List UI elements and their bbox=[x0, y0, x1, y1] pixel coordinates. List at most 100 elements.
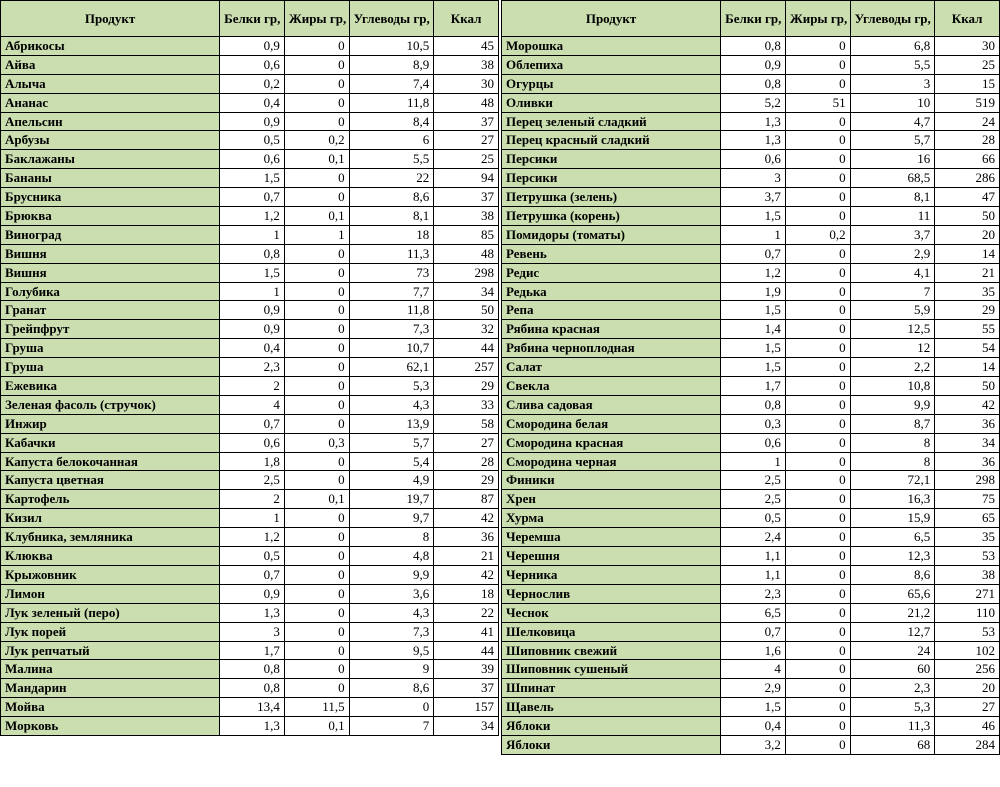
cell-protein: 1,3 bbox=[220, 717, 285, 736]
cell-fat: 0,1 bbox=[284, 150, 349, 169]
cell-kcal: 18 bbox=[434, 584, 499, 603]
cell-product: Капуста цветная bbox=[1, 471, 220, 490]
cell-carbs: 4,1 bbox=[850, 263, 935, 282]
table-row: Огурцы0,80315 bbox=[502, 74, 1000, 93]
cell-product: Малина bbox=[1, 660, 220, 679]
cell-carbs: 5,9 bbox=[850, 301, 935, 320]
cell-kcal: 27 bbox=[935, 698, 1000, 717]
cell-carbs: 8,4 bbox=[349, 112, 434, 131]
cell-kcal: 36 bbox=[935, 414, 1000, 433]
cell-fat: 0 bbox=[284, 339, 349, 358]
cell-carbs: 8,7 bbox=[850, 414, 935, 433]
cell-product: Виноград bbox=[1, 225, 220, 244]
cell-protein: 0,2 bbox=[220, 74, 285, 93]
cell-fat: 0,2 bbox=[284, 131, 349, 150]
cell-fat: 0 bbox=[284, 55, 349, 74]
cell-kcal: 44 bbox=[434, 339, 499, 358]
cell-fat: 0 bbox=[785, 244, 850, 263]
cell-fat: 0 bbox=[284, 547, 349, 566]
cell-protein: 0,5 bbox=[220, 131, 285, 150]
cell-carbs: 6,5 bbox=[850, 528, 935, 547]
table-row: Петрушка (корень)1,501150 bbox=[502, 207, 1000, 226]
cell-kcal: 102 bbox=[935, 641, 1000, 660]
cell-carbs: 21,2 bbox=[850, 603, 935, 622]
cell-carbs: 60 bbox=[850, 660, 935, 679]
cell-protein: 1,1 bbox=[721, 547, 786, 566]
cell-carbs: 11,3 bbox=[349, 244, 434, 263]
cell-kcal: 298 bbox=[935, 471, 1000, 490]
cell-kcal: 36 bbox=[935, 452, 1000, 471]
cell-fat: 0 bbox=[785, 207, 850, 226]
cell-kcal: 94 bbox=[434, 169, 499, 188]
cell-carbs: 11,8 bbox=[349, 93, 434, 112]
cell-fat: 0 bbox=[785, 169, 850, 188]
cell-carbs: 5,3 bbox=[850, 698, 935, 717]
cell-protein: 0,8 bbox=[220, 660, 285, 679]
left-table-head: Продукт Белки гр, Жиры гр, Углеводы гр, … bbox=[1, 1, 499, 37]
cell-carbs: 11,8 bbox=[349, 301, 434, 320]
cell-carbs: 0 bbox=[349, 698, 434, 717]
cell-product: Арбузы bbox=[1, 131, 220, 150]
cell-fat: 0,1 bbox=[284, 207, 349, 226]
cell-fat: 0 bbox=[785, 452, 850, 471]
cell-carbs: 12,5 bbox=[850, 320, 935, 339]
table-row: Лук репчатый1,709,544 bbox=[1, 641, 499, 660]
cell-kcal: 25 bbox=[434, 150, 499, 169]
table-row: Груша0,4010,744 bbox=[1, 339, 499, 358]
cell-carbs: 7,3 bbox=[349, 320, 434, 339]
table-row: Капуста цветная2,504,929 bbox=[1, 471, 499, 490]
cell-carbs: 68 bbox=[850, 735, 935, 754]
cell-fat: 0 bbox=[785, 320, 850, 339]
table-row: Персики3068,5286 bbox=[502, 169, 1000, 188]
cell-product: Черника bbox=[502, 565, 721, 584]
cell-kcal: 256 bbox=[935, 660, 1000, 679]
cell-kcal: 28 bbox=[935, 131, 1000, 150]
table-row: Ежевика205,329 bbox=[1, 377, 499, 396]
cell-kcal: 39 bbox=[434, 660, 499, 679]
cell-fat: 0 bbox=[284, 679, 349, 698]
cell-fat: 0 bbox=[785, 509, 850, 528]
cell-fat: 0 bbox=[284, 188, 349, 207]
table-row: Крыжовник0,709,942 bbox=[1, 565, 499, 584]
cell-protein: 0,8 bbox=[721, 74, 786, 93]
cell-carbs: 3,7 bbox=[850, 225, 935, 244]
cell-carbs: 16,3 bbox=[850, 490, 935, 509]
cell-protein: 1,4 bbox=[721, 320, 786, 339]
table-row: Брусника0,708,637 bbox=[1, 188, 499, 207]
cell-product: Бананы bbox=[1, 169, 220, 188]
cell-fat: 0 bbox=[284, 74, 349, 93]
table-row: Салат1,502,214 bbox=[502, 358, 1000, 377]
cell-fat: 0 bbox=[284, 358, 349, 377]
cell-carbs: 2,2 bbox=[850, 358, 935, 377]
table-row: Петрушка (зелень)3,708,147 bbox=[502, 188, 1000, 207]
table-row: Ревень0,702,914 bbox=[502, 244, 1000, 263]
cell-carbs: 68,5 bbox=[850, 169, 935, 188]
cell-kcal: 32 bbox=[434, 320, 499, 339]
table-row: Чеснок6,5021,2110 bbox=[502, 603, 1000, 622]
table-row: Мандарин0,808,637 bbox=[1, 679, 499, 698]
cell-fat: 0 bbox=[284, 282, 349, 301]
cell-protein: 1,6 bbox=[721, 641, 786, 660]
cell-protein: 0,9 bbox=[721, 55, 786, 74]
cell-fat: 0 bbox=[785, 112, 850, 131]
cell-product: Огурцы bbox=[502, 74, 721, 93]
cell-carbs: 3,6 bbox=[349, 584, 434, 603]
cell-kcal: 29 bbox=[434, 377, 499, 396]
cell-product: Шелковица bbox=[502, 622, 721, 641]
cell-carbs: 9,9 bbox=[349, 565, 434, 584]
table-row: Черемша2,406,535 bbox=[502, 528, 1000, 547]
cell-product: Облепиха bbox=[502, 55, 721, 74]
cell-carbs: 4,9 bbox=[349, 471, 434, 490]
cell-protein: 1,2 bbox=[220, 207, 285, 226]
cell-protein: 2,4 bbox=[721, 528, 786, 547]
cell-fat: 0 bbox=[785, 490, 850, 509]
left-table-body: Абрикосы0,9010,545Айва0,608,938Алыча0,20… bbox=[1, 37, 499, 736]
cell-product: Шиповник свежий bbox=[502, 641, 721, 660]
cell-fat: 0 bbox=[785, 282, 850, 301]
cell-fat: 51 bbox=[785, 93, 850, 112]
cell-carbs: 4,3 bbox=[349, 603, 434, 622]
table-row: Кизил109,742 bbox=[1, 509, 499, 528]
table-row: Капуста белокочанная1,805,428 bbox=[1, 452, 499, 471]
cell-product: Вишня bbox=[1, 244, 220, 263]
cell-kcal: 286 bbox=[935, 169, 1000, 188]
